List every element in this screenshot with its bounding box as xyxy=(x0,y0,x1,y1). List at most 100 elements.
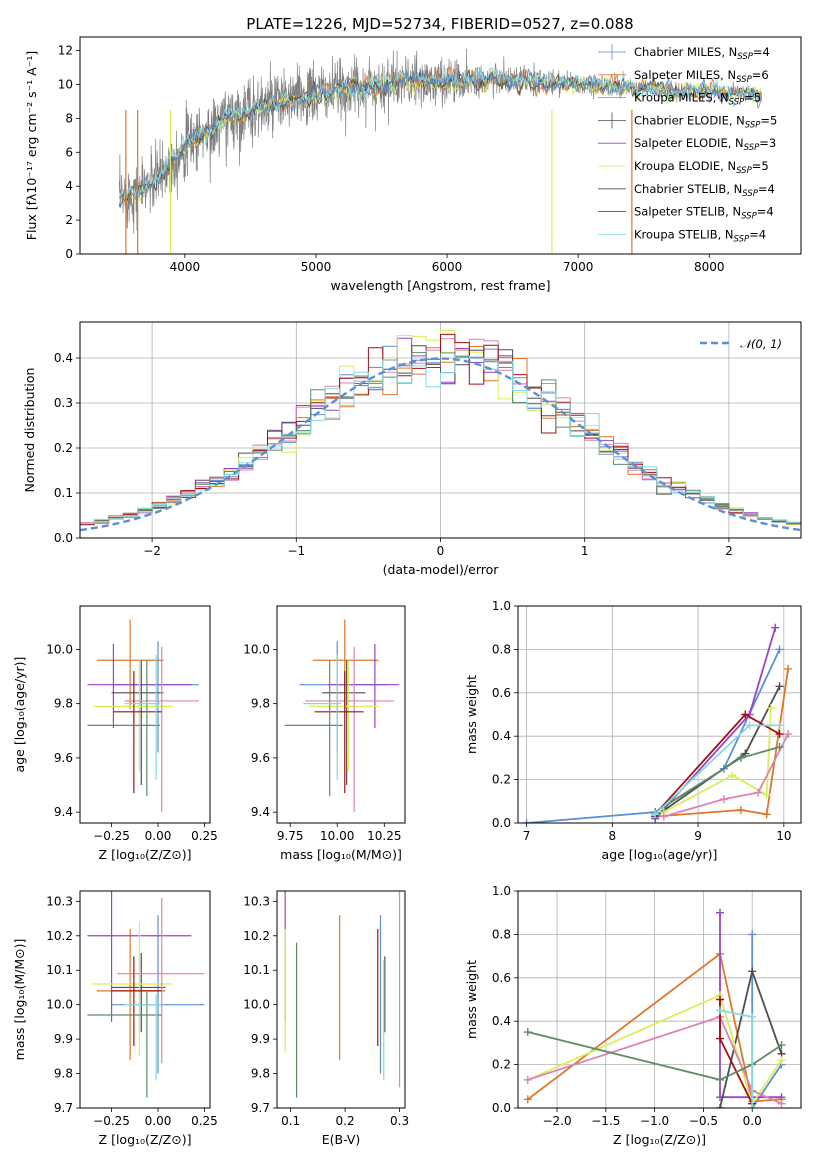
weight-point-marker xyxy=(659,812,668,821)
y-tick-label: 10.0 xyxy=(243,998,270,1012)
y-tick-label: 9.4 xyxy=(251,805,270,819)
x-tick-label: 0.3 xyxy=(390,1114,409,1128)
x-tick-label: 4000 xyxy=(170,260,201,274)
legend-value: =4 xyxy=(757,205,774,219)
x-tick-label: −2.0 xyxy=(542,1114,571,1128)
weight-point-marker xyxy=(748,1012,757,1021)
legend-label: Chabrier MILES, N xyxy=(634,45,737,59)
x-tick-label: 10.25 xyxy=(367,829,401,843)
plot-area xyxy=(523,908,786,1108)
y-tick-label: 10.0 xyxy=(46,642,73,656)
y-tick-label: 10.2 xyxy=(243,929,270,943)
weight-point-marker xyxy=(775,682,784,691)
legend-value: =5 xyxy=(744,91,761,105)
y-tick-label: 0.2 xyxy=(492,1058,511,1072)
y-tick-label: 0.6 xyxy=(492,686,511,700)
weight-vs-metallicity-panel: −2.0 −1.5 −1.0 −0.5 0.0 0.0 0.2 0.4 0.6 0.8 1.0 Z [… xyxy=(464,884,802,1147)
x-axis-label: (data-model)/error xyxy=(383,562,500,577)
y-axis-label: Flux [fλ10⁻¹⁷ erg cm⁻² s⁻¹ A⁻¹] xyxy=(24,51,39,240)
x-axis-label: Z [log₁₀(Z/Z⊙)] xyxy=(99,1132,192,1147)
x-tick-label: 0.25 xyxy=(191,829,218,843)
plot-area xyxy=(87,619,199,813)
legend-entry: 𝒩(0, 1) xyxy=(740,337,782,351)
plot-area xyxy=(87,891,205,1098)
legend-value: =4 xyxy=(753,45,770,59)
x-axis-label: wavelength [Angstrom, rest frame] xyxy=(330,278,550,293)
weight-point-marker xyxy=(523,1075,532,1084)
x-tick-label: 0.00 xyxy=(145,829,172,843)
x-tick-label: 9 xyxy=(694,829,702,843)
legend-entry: Chabrier MILES, NSSP=4 xyxy=(634,45,770,62)
weight-point-marker xyxy=(754,788,763,797)
axes-frame xyxy=(517,605,802,824)
x-tick-label: 0.25 xyxy=(191,1114,218,1128)
legend-subscript: SSP xyxy=(741,212,757,222)
legend-subscript: SSP xyxy=(745,120,761,130)
legend-value: =5 xyxy=(752,159,769,173)
y-tick-label: 10.3 xyxy=(243,894,270,908)
legend-subscript: SSP xyxy=(734,234,750,244)
spectrum-panel: 4000 5000 6000 7000 8000 0 2 4 6 8 10 12 wavelength … xyxy=(24,36,802,293)
y-tick-label: 10.0 xyxy=(46,998,73,1012)
y-tick-label: 0 xyxy=(65,247,73,261)
mass-vs-extinction-panel: 0.1 0.2 0.3 9.7 9.8 9.9 10.0 10.1 10.2 10.3 E(B-V) xyxy=(243,890,409,1147)
x-tick-label: −0.25 xyxy=(93,1114,130,1128)
x-tick-label: −2 xyxy=(143,544,161,558)
weight-point-marker xyxy=(771,623,780,632)
axes-frame xyxy=(276,890,406,1109)
legend-label: Salpeter MILES, N xyxy=(634,68,736,82)
axes-frame xyxy=(276,605,406,824)
axes-frame xyxy=(517,890,802,1109)
y-axis-label: mass weight xyxy=(464,960,479,1039)
legend-entry: Salpeter MILES, NSSP=6 xyxy=(634,68,769,85)
x-tick-label: −1 xyxy=(287,544,305,558)
y-tick-label: 9.8 xyxy=(251,1067,270,1081)
plot-area xyxy=(522,623,793,823)
y-tick-label: 9.6 xyxy=(54,751,73,765)
x-tick-label: −1.5 xyxy=(591,1114,620,1128)
residuals-panel: −2 −1 0 1 2 0.0 0.1 0.2 0.3 0.4 (data-model)/error… xyxy=(22,321,802,577)
y-axis-label: mass weight xyxy=(464,675,479,754)
y-tick-label: 9.9 xyxy=(54,1032,73,1046)
weight-point-marker xyxy=(523,1095,532,1104)
y-tick-label: 1.0 xyxy=(492,599,511,613)
legend-entry: Kroupa STELIB, NSSP=4 xyxy=(634,227,766,244)
weight-point-marker xyxy=(748,1104,757,1108)
residuals-legend: 𝒩(0, 1) xyxy=(700,337,782,351)
weight-series-line xyxy=(527,952,782,1103)
weight-point-marker xyxy=(741,710,750,719)
y-tick-label: 0.4 xyxy=(54,351,73,365)
legend-label: Kroupa MILES, N xyxy=(634,91,729,105)
weight-point-marker xyxy=(736,805,745,814)
x-tick-label: 0.0 xyxy=(743,1114,762,1128)
y-axis-label: mass [log₁₀(M/M⊙)] xyxy=(12,939,27,1061)
legend-entry: Salpeter ELODIE, NSSP=3 xyxy=(634,136,776,153)
legend-label: Salpeter STELIB, N xyxy=(634,205,741,219)
weight-series-line xyxy=(655,668,789,818)
y-tick-label: 0.0 xyxy=(54,531,73,545)
y-tick-label: 1.0 xyxy=(492,884,511,898)
y-tick-label: 0.8 xyxy=(492,927,511,941)
y-tick-label: 9.6 xyxy=(251,751,270,765)
legend-value: =3 xyxy=(759,136,776,150)
x-tick-label: 0.00 xyxy=(145,1114,172,1128)
legend-entry: Kroupa MILES, NSSP=5 xyxy=(634,91,761,108)
weight-point-marker xyxy=(784,664,793,673)
weight-point-marker xyxy=(651,810,660,819)
x-tick-label: −0.5 xyxy=(689,1114,718,1128)
weight-point-marker xyxy=(716,908,725,917)
weight-point-marker xyxy=(748,930,757,939)
weight-series-line xyxy=(527,1031,782,1081)
legend-value: =4 xyxy=(749,227,766,241)
y-tick-label: 9.4 xyxy=(54,805,73,819)
weight-point-marker xyxy=(716,995,725,1004)
weight-series-line xyxy=(663,707,772,813)
weight-point-marker xyxy=(777,1041,786,1050)
x-tick-label: 5000 xyxy=(301,260,332,274)
weight-point-marker xyxy=(719,795,728,804)
y-tick-label: 0.4 xyxy=(492,729,511,743)
y-tick-label: 0.0 xyxy=(492,816,511,830)
weight-series-line xyxy=(527,1015,782,1105)
weight-point-marker xyxy=(716,1034,725,1043)
